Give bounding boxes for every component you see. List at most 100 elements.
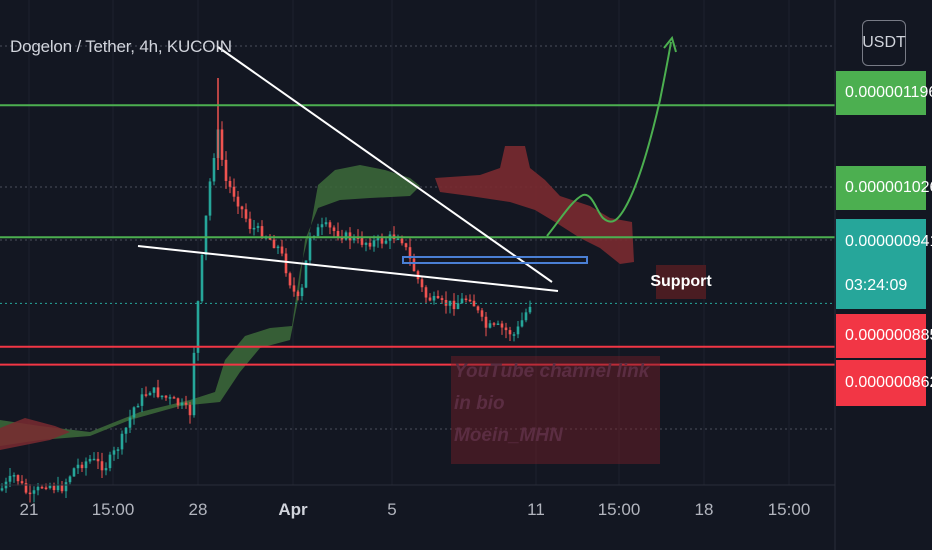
candle-body (284, 253, 288, 274)
candle-body (212, 158, 216, 182)
candle-body (208, 181, 212, 216)
candle-body (316, 227, 320, 237)
candle-body (484, 316, 488, 328)
candle-body (220, 129, 224, 160)
ichimoku-cloud (0, 146, 634, 450)
candle-body (176, 398, 180, 406)
candle-body (256, 226, 260, 228)
candle-body (336, 231, 340, 238)
candle-body (424, 287, 428, 298)
candle-body (500, 323, 504, 328)
candle-body (156, 387, 160, 397)
candle-body (144, 394, 148, 396)
candle-body (364, 242, 368, 245)
candle-body (48, 485, 52, 489)
candle-body (148, 392, 152, 396)
candle-body (328, 222, 332, 228)
candle-body (304, 260, 308, 288)
candle-body (456, 303, 460, 310)
x-label-5: 11 (527, 500, 545, 519)
x-label-4: 5 (387, 500, 397, 519)
x-label-6: 15:00 (597, 500, 641, 519)
candle-body (160, 395, 164, 398)
horizontal-levels (0, 104, 835, 366)
projection-arrowhead (663, 35, 677, 53)
candle-body (192, 352, 196, 416)
watermark-line-2: Moein_MHN (454, 425, 563, 446)
candle-body (520, 320, 524, 327)
candle-body (100, 461, 104, 471)
candle-body (164, 395, 168, 398)
candle-body (68, 476, 72, 483)
candle-body (56, 485, 60, 491)
x-label-0: 21 (19, 500, 39, 519)
candle-body (324, 222, 328, 225)
candle-body (436, 295, 440, 299)
price-label-resistance: 0.000001026 (836, 166, 932, 210)
currency-button[interactable]: USDT (862, 20, 906, 66)
candle-body (76, 464, 80, 469)
candle-body (172, 397, 176, 399)
candle-body (344, 232, 348, 240)
candle-body (64, 482, 68, 492)
candle-body (332, 227, 336, 232)
projection-path (546, 41, 672, 237)
candle-body (80, 464, 84, 469)
candle-body (452, 300, 456, 310)
watermark-box: YouTube channel link in bio Moein_MHN (451, 356, 660, 464)
candle-body (228, 180, 232, 187)
candle-body (232, 186, 236, 197)
candle-body (180, 402, 184, 406)
candle-body (72, 468, 76, 477)
candle-body (496, 323, 500, 326)
candle-body (132, 407, 136, 418)
countdown-label: 03:24:09 (845, 277, 908, 294)
candle-body (112, 450, 116, 455)
candle-body (432, 295, 436, 301)
cloud-bull-region (0, 165, 420, 446)
candle-body (236, 196, 240, 207)
candle-body (296, 291, 300, 297)
candle-body (360, 237, 364, 245)
candle-body (44, 487, 48, 490)
candle-body (16, 475, 20, 482)
candle-body (396, 238, 400, 241)
candle-body (20, 481, 24, 484)
current-price-box (836, 219, 926, 309)
trendline-upper (217, 46, 553, 283)
candle-body (368, 242, 372, 247)
candle-body (140, 394, 144, 406)
trendline-lower (137, 245, 559, 292)
candle-body (352, 237, 356, 241)
candle-body (84, 461, 88, 469)
candle-body (120, 433, 124, 450)
candle-body (272, 239, 276, 249)
candle-body (460, 298, 464, 304)
candle-body (196, 301, 200, 353)
cloud-bear-region-left (0, 418, 70, 450)
candle-body (404, 243, 408, 248)
candle-body (512, 334, 516, 336)
candle-body (248, 218, 252, 229)
candle-body (384, 240, 388, 244)
candle-body (412, 258, 416, 272)
candle-body (428, 297, 432, 301)
candle-body (320, 224, 324, 228)
x-label-8: 15:00 (767, 500, 811, 519)
candle-body (60, 485, 64, 492)
candle-body (136, 405, 140, 408)
candle-body (372, 240, 376, 247)
candle-body (408, 247, 412, 259)
candle-body (168, 397, 172, 399)
candle-body (152, 387, 156, 393)
candle-body (260, 226, 264, 238)
candle-body (184, 402, 188, 405)
x-label-3: Apr (278, 500, 308, 519)
candle-body (128, 417, 132, 428)
candle-body (300, 287, 304, 297)
candle-body (480, 310, 484, 317)
candle-body (108, 454, 112, 469)
candle-body (308, 236, 312, 261)
candle-body (400, 238, 404, 244)
